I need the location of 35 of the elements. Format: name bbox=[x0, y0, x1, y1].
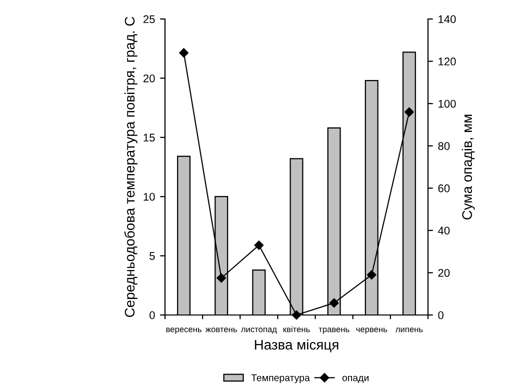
y2-tick-label: 40 bbox=[438, 226, 450, 235]
y-tick-label: 0 bbox=[150, 311, 155, 320]
x-tick-label: листопад bbox=[240, 328, 277, 334]
point bbox=[254, 240, 264, 250]
y2-tick-label: 100 bbox=[438, 100, 456, 108]
x-tick-label: квітень bbox=[283, 326, 310, 332]
y2-tick-label: 60 bbox=[438, 184, 450, 192]
point bbox=[179, 48, 188, 58]
point bbox=[404, 107, 414, 117]
y-tick-label: 15 bbox=[144, 134, 155, 142]
y2-tick-label: 0 bbox=[438, 311, 444, 320]
point bbox=[216, 273, 226, 283]
x-axis-title: Назва місяця bbox=[254, 339, 338, 352]
point bbox=[367, 270, 376, 280]
y2-tick-label: 20 bbox=[438, 268, 450, 277]
y-tick-label: 10 bbox=[144, 192, 155, 201]
y2-tick-label: 140 bbox=[438, 15, 456, 24]
x-tick-label: липень bbox=[395, 328, 423, 332]
y-tick-label: 5 bbox=[150, 252, 155, 260]
y2-tick-label: 120 bbox=[438, 58, 456, 66]
y-tick-label: 20 bbox=[143, 74, 155, 82]
point bbox=[292, 310, 302, 320]
x-tick-label: жовтень bbox=[206, 328, 237, 332]
y2-tick-label: 80 bbox=[438, 142, 450, 150]
x-tick-label: червень bbox=[356, 328, 388, 334]
bar bbox=[252, 269, 266, 315]
legend-label: опади bbox=[342, 376, 369, 384]
x-tick-label: травень bbox=[318, 328, 350, 334]
legend-label: Температура bbox=[251, 374, 310, 384]
x-tick-label: вересень bbox=[166, 328, 202, 334]
y-axis-title: Середньодобова температура повітря, град. С bbox=[124, 16, 138, 317]
bar bbox=[177, 156, 191, 315]
y2-axis-title: Сума опадів, мм bbox=[462, 114, 475, 220]
y-tick-label: 25 bbox=[143, 15, 155, 24]
point bbox=[329, 298, 339, 308]
